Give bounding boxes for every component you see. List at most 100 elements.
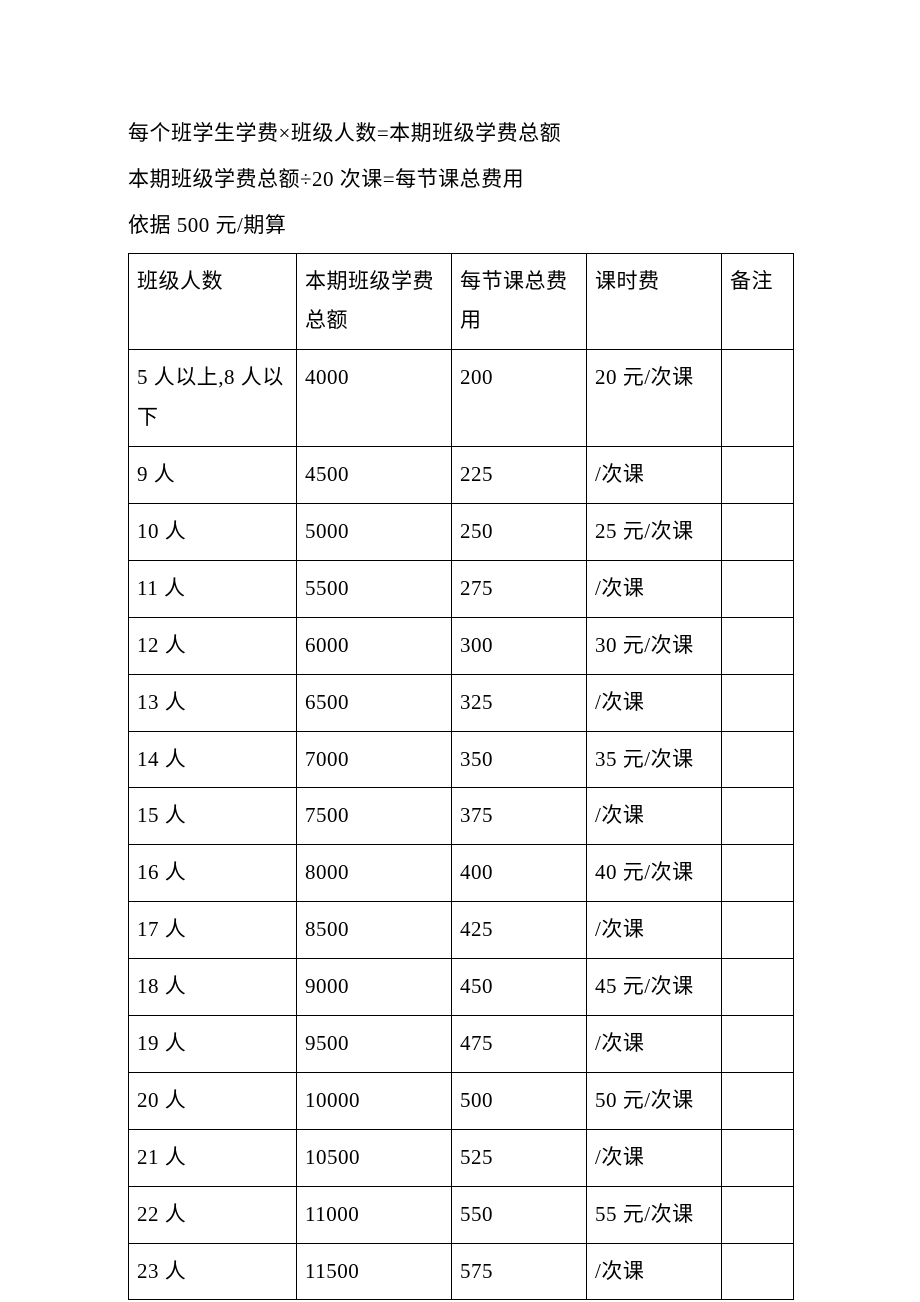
cell-lesson-fee: /次课 bbox=[587, 1016, 722, 1073]
cell-per-lesson: 275 bbox=[452, 560, 587, 617]
table-row: 16 人 8000 400 40 元/次课 bbox=[129, 845, 794, 902]
cell-remark bbox=[722, 447, 794, 504]
table-row: 13 人 6500 325 /次课 bbox=[129, 674, 794, 731]
cell-per-lesson: 525 bbox=[452, 1129, 587, 1186]
cell-total-fee: 11500 bbox=[297, 1243, 452, 1300]
cell-lesson-fee: 35 元/次课 bbox=[587, 731, 722, 788]
cell-class-size: 22 人 bbox=[129, 1186, 297, 1243]
cell-class-size: 5 人以上,8 人以下 bbox=[129, 350, 297, 447]
cell-remark bbox=[722, 731, 794, 788]
cell-total-fee: 6000 bbox=[297, 617, 452, 674]
col-header-total-fee: 本期班级学费总额 bbox=[297, 253, 452, 350]
col-header-class-size: 班级人数 bbox=[129, 253, 297, 350]
cell-total-fee: 8000 bbox=[297, 845, 452, 902]
cell-per-lesson: 575 bbox=[452, 1243, 587, 1300]
cell-per-lesson: 550 bbox=[452, 1186, 587, 1243]
table-row: 19 人 9500 475 /次课 bbox=[129, 1016, 794, 1073]
cell-lesson-fee: 45 元/次课 bbox=[587, 959, 722, 1016]
cell-lesson-fee: /次课 bbox=[587, 788, 722, 845]
cell-total-fee: 7000 bbox=[297, 731, 452, 788]
col-header-lesson-fee: 课时费 bbox=[587, 253, 722, 350]
cell-class-size: 19 人 bbox=[129, 1016, 297, 1073]
cell-total-fee: 8500 bbox=[297, 902, 452, 959]
document-page: 每个班学生学费×班级人数=本期班级学费总额 本期班级学费总额÷20 次课=每节课… bbox=[0, 0, 920, 1302]
cell-remark bbox=[722, 350, 794, 447]
cell-lesson-fee: /次课 bbox=[587, 674, 722, 731]
table-row: 12 人 6000 300 30 元/次课 bbox=[129, 617, 794, 674]
table-row: 15 人 7500 375 /次课 bbox=[129, 788, 794, 845]
cell-class-size: 12 人 bbox=[129, 617, 297, 674]
cell-total-fee: 4500 bbox=[297, 447, 452, 504]
cell-lesson-fee: 20 元/次课 bbox=[587, 350, 722, 447]
cell-per-lesson: 475 bbox=[452, 1016, 587, 1073]
intro-line-1: 每个班学生学费×班级人数=本期班级学费总额 bbox=[128, 110, 800, 156]
cell-lesson-fee: /次课 bbox=[587, 902, 722, 959]
cell-remark bbox=[722, 560, 794, 617]
intro-line-3: 依据 500 元/期算 bbox=[128, 202, 800, 248]
table-row: 20 人 10000 500 50 元/次课 bbox=[129, 1072, 794, 1129]
table-row: 14 人 7000 350 35 元/次课 bbox=[129, 731, 794, 788]
cell-per-lesson: 325 bbox=[452, 674, 587, 731]
table-row: 11 人 5500 275 /次课 bbox=[129, 560, 794, 617]
cell-class-size: 20 人 bbox=[129, 1072, 297, 1129]
cell-lesson-fee: /次课 bbox=[587, 447, 722, 504]
cell-remark bbox=[722, 674, 794, 731]
cell-class-size: 17 人 bbox=[129, 902, 297, 959]
cell-remark bbox=[722, 902, 794, 959]
cell-class-size: 23 人 bbox=[129, 1243, 297, 1300]
cell-lesson-fee: 55 元/次课 bbox=[587, 1186, 722, 1243]
cell-remark bbox=[722, 788, 794, 845]
cell-total-fee: 9500 bbox=[297, 1016, 452, 1073]
cell-lesson-fee: /次课 bbox=[587, 1243, 722, 1300]
cell-lesson-fee: 25 元/次课 bbox=[587, 504, 722, 561]
cell-total-fee: 5500 bbox=[297, 560, 452, 617]
cell-total-fee: 9000 bbox=[297, 959, 452, 1016]
cell-remark bbox=[722, 1072, 794, 1129]
cell-lesson-fee: /次课 bbox=[587, 560, 722, 617]
cell-lesson-fee: 30 元/次课 bbox=[587, 617, 722, 674]
cell-total-fee: 7500 bbox=[297, 788, 452, 845]
cell-lesson-fee: 50 元/次课 bbox=[587, 1072, 722, 1129]
fee-table: 班级人数 本期班级学费总额 每节课总费用 课时费 备注 5 人以上,8 人以下 … bbox=[128, 253, 794, 1301]
table-row: 17 人 8500 425 /次课 bbox=[129, 902, 794, 959]
cell-total-fee: 10000 bbox=[297, 1072, 452, 1129]
col-header-per-lesson: 每节课总费用 bbox=[452, 253, 587, 350]
cell-class-size: 10 人 bbox=[129, 504, 297, 561]
cell-per-lesson: 400 bbox=[452, 845, 587, 902]
cell-class-size: 21 人 bbox=[129, 1129, 297, 1186]
cell-remark bbox=[722, 845, 794, 902]
cell-class-size: 18 人 bbox=[129, 959, 297, 1016]
cell-lesson-fee: 40 元/次课 bbox=[587, 845, 722, 902]
table-row: 5 人以上,8 人以下 4000 200 20 元/次课 bbox=[129, 350, 794, 447]
cell-total-fee: 11000 bbox=[297, 1186, 452, 1243]
cell-total-fee: 6500 bbox=[297, 674, 452, 731]
cell-class-size: 16 人 bbox=[129, 845, 297, 902]
cell-remark bbox=[722, 1016, 794, 1073]
cell-class-size: 13 人 bbox=[129, 674, 297, 731]
cell-remark bbox=[722, 959, 794, 1016]
cell-remark bbox=[722, 1129, 794, 1186]
cell-class-size: 15 人 bbox=[129, 788, 297, 845]
table-body: 5 人以上,8 人以下 4000 200 20 元/次课 9 人 4500 22… bbox=[129, 350, 794, 1300]
col-header-remark: 备注 bbox=[722, 253, 794, 350]
cell-per-lesson: 250 bbox=[452, 504, 587, 561]
cell-class-size: 9 人 bbox=[129, 447, 297, 504]
cell-total-fee: 5000 bbox=[297, 504, 452, 561]
table-row: 22 人 11000 550 55 元/次课 bbox=[129, 1186, 794, 1243]
table-row: 18 人 9000 450 45 元/次课 bbox=[129, 959, 794, 1016]
cell-per-lesson: 350 bbox=[452, 731, 587, 788]
cell-per-lesson: 425 bbox=[452, 902, 587, 959]
cell-per-lesson: 375 bbox=[452, 788, 587, 845]
cell-class-size: 14 人 bbox=[129, 731, 297, 788]
cell-total-fee: 10500 bbox=[297, 1129, 452, 1186]
cell-remark bbox=[722, 504, 794, 561]
cell-per-lesson: 450 bbox=[452, 959, 587, 1016]
table-row: 23 人 11500 575 /次课 bbox=[129, 1243, 794, 1300]
cell-per-lesson: 500 bbox=[452, 1072, 587, 1129]
cell-total-fee: 4000 bbox=[297, 350, 452, 447]
cell-remark bbox=[722, 1186, 794, 1243]
cell-per-lesson: 300 bbox=[452, 617, 587, 674]
table-row: 9 人 4500 225 /次课 bbox=[129, 447, 794, 504]
cell-per-lesson: 200 bbox=[452, 350, 587, 447]
cell-lesson-fee: /次课 bbox=[587, 1129, 722, 1186]
